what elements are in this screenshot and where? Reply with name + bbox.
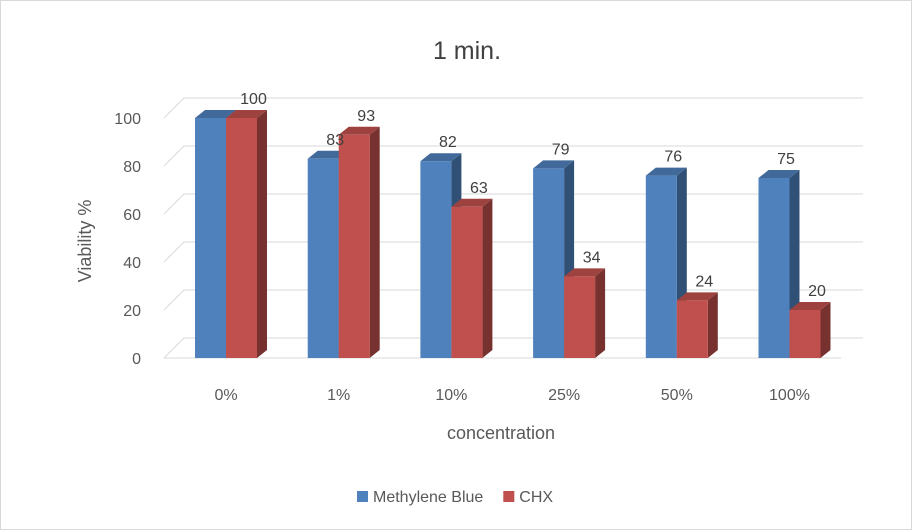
bar-side: [257, 110, 267, 358]
data-label: 83: [326, 132, 344, 149]
bar-top: [645, 167, 687, 176]
x-tick-label: 1%: [327, 387, 350, 404]
x-axis-ticks: 0% 1% 10% 25% 50% 100%: [214, 387, 810, 404]
bar: [338, 126, 380, 358]
gridline-diag: [163, 337, 185, 359]
data-label: 76: [664, 149, 682, 166]
chart-title: 1 min.: [433, 37, 501, 65]
bar-top: [789, 302, 831, 310]
bar-front: [338, 134, 370, 358]
bar-front: [307, 158, 339, 358]
data-labels: 100 83 93 82 63 79 34 76 24 75 20: [240, 91, 826, 300]
x-tick-label: 0%: [214, 387, 237, 404]
bar-side: [707, 292, 718, 358]
y-axis-ticks: 0 20 40 60 80 100: [114, 111, 141, 368]
bar-front: [564, 276, 596, 358]
data-label: 82: [439, 134, 457, 151]
bar-top: [420, 153, 462, 162]
x-tick-label: 100%: [769, 387, 810, 404]
gridline-diag: [163, 145, 185, 167]
y-tick-label: 80: [123, 159, 141, 176]
gridline-diag: [163, 97, 185, 119]
bar-side: [369, 126, 380, 358]
bar-side: [482, 198, 493, 358]
y-tick-label: 20: [123, 303, 141, 320]
data-label: 79: [552, 141, 570, 158]
bar-front: [226, 118, 257, 358]
legend-swatch: [357, 491, 368, 502]
data-label: 24: [695, 273, 713, 290]
bar-top: [451, 198, 493, 207]
bars: [195, 110, 831, 358]
bar-top: [564, 268, 606, 277]
bar-top: [758, 170, 800, 178]
bar-front: [451, 206, 483, 358]
x-axis-title: concentration: [447, 423, 555, 443]
y-tick-label: 0: [132, 351, 141, 368]
x-tick-label: 25%: [548, 387, 580, 404]
y-tick-label: 100: [114, 111, 141, 128]
data-label: 34: [583, 249, 601, 266]
bar-top: [195, 110, 236, 118]
bar-front: [789, 310, 821, 358]
legend-item: Methylene Blue: [357, 489, 483, 506]
bar-front: [420, 161, 452, 358]
legend: Methylene Blue CHX: [357, 489, 553, 506]
data-label: 100: [240, 91, 267, 108]
data-label: 75: [777, 151, 795, 168]
gridline-diag: [163, 193, 185, 215]
data-label: 20: [808, 283, 826, 300]
bar-side: [595, 268, 606, 358]
gridline-diag: [163, 289, 185, 311]
bar: [226, 110, 267, 358]
bar-front: [195, 118, 226, 358]
bar-front: [645, 175, 677, 358]
bar: [789, 302, 831, 358]
legend-swatch: [503, 491, 515, 502]
x-tick-label: 10%: [435, 387, 467, 404]
bar-front: [533, 168, 565, 358]
legend-label: CHX: [519, 489, 553, 506]
data-label: 63: [470, 180, 488, 197]
bar: [676, 292, 718, 358]
bar-top: [533, 160, 575, 169]
gridlines: [163, 97, 863, 359]
y-tick-label: 40: [123, 255, 141, 272]
bar-side: [820, 302, 831, 358]
bar-top: [226, 110, 267, 118]
bar-top: [307, 150, 349, 159]
bar: [645, 167, 687, 358]
legend-item: CHX: [503, 489, 553, 506]
y-tick-label: 60: [123, 207, 141, 224]
bar: [451, 198, 493, 358]
bar: [564, 268, 606, 358]
gridline-diag: [163, 241, 185, 263]
bar-front: [676, 300, 708, 358]
y-axis-title: Viability %: [75, 200, 95, 283]
bar-top: [676, 292, 718, 301]
x-tick-label: 50%: [661, 387, 693, 404]
bar-front: [758, 178, 790, 358]
legend-label: Methylene Blue: [373, 489, 483, 506]
data-label: 93: [357, 108, 375, 125]
bar-top: [338, 126, 380, 135]
